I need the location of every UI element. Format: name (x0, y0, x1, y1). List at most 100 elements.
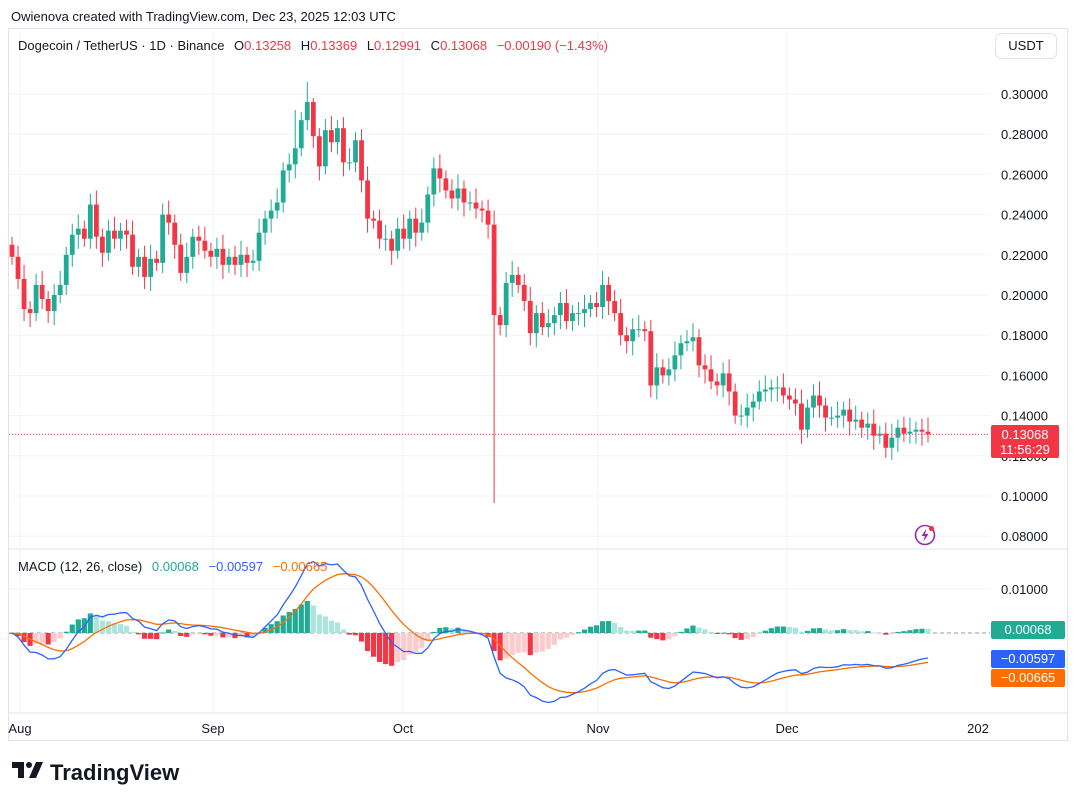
candle-body (600, 284, 605, 308)
time-tick-label: Nov (586, 721, 610, 736)
candle-body (226, 256, 232, 265)
candle-body (389, 238, 395, 251)
candle-body (696, 337, 702, 366)
macd-hist-bar (111, 623, 118, 633)
macd-hist-bar (93, 615, 99, 633)
macd-hist-bar (148, 633, 154, 639)
low-value: 0.12991 (374, 38, 422, 53)
candle-body (148, 258, 154, 277)
macd-hist-bar (75, 619, 81, 633)
price-tick-label: 0.20000 (1001, 288, 1048, 303)
candle-body (823, 405, 828, 418)
macd-hist-bar (377, 633, 383, 662)
bar-countdown: 11:56:29 (1000, 442, 1050, 457)
tradingview-logo: TradingView (12, 760, 179, 786)
macd-hist-bar (907, 630, 913, 633)
candle-body (793, 399, 798, 404)
candle-body (142, 256, 147, 277)
macd-hist-bar (853, 630, 859, 633)
candle-body (720, 373, 726, 386)
candle-body (274, 202, 280, 211)
high-value: 0.13369 (310, 38, 358, 53)
macd-hist-bar (726, 633, 732, 635)
price-tick-label: 0.24000 (1001, 208, 1048, 223)
time-tick-label: 202 (967, 721, 989, 736)
candle-body (515, 274, 521, 285)
candle-body (479, 208, 485, 211)
macd-hist-bar (383, 633, 389, 665)
macd-hist-bar (684, 628, 690, 633)
macd-hist-bar (835, 630, 841, 633)
macd-hist-bar (557, 633, 563, 640)
candle-body (684, 341, 690, 344)
candle-body (497, 315, 503, 326)
time-tick-label: Sep (201, 721, 224, 736)
candle-body (184, 256, 190, 273)
candle-body (256, 232, 262, 261)
macd-hist-bar (467, 630, 473, 633)
macd-hist-bar (340, 629, 347, 633)
candle-body (582, 309, 587, 314)
candle-body (726, 373, 732, 392)
macd-hist-bar (322, 616, 328, 633)
macd-hist-bar (292, 608, 298, 633)
lightning-icon[interactable] (914, 524, 936, 546)
macd-hist-bar (521, 633, 527, 653)
candle-body (118, 230, 123, 239)
macd-hist-bar (172, 630, 178, 633)
time-tick-label: Dec (775, 721, 799, 736)
macd-hist-bar (606, 621, 612, 633)
candle-body (81, 228, 87, 239)
low-label: L (366, 38, 375, 53)
chart-frame (8, 28, 1068, 741)
candle-body (618, 313, 624, 336)
macd-hist-bar (593, 625, 600, 633)
macd-line-tag: −0.00597 (991, 650, 1065, 668)
candle-body (154, 258, 160, 263)
macd-hist-bar (515, 633, 521, 653)
macd-hist-bar (847, 630, 853, 633)
candle-body (75, 228, 81, 235)
macd-hist-bar (503, 633, 509, 659)
candle-body (160, 214, 166, 263)
candle-body (648, 331, 654, 386)
candle-body (304, 102, 310, 121)
macd-hist-bar (624, 630, 630, 633)
macd-hist-bar (654, 633, 660, 640)
macd-indicator-name[interactable]: MACD (12, 26, close) (18, 559, 143, 574)
macd-hist-bar (51, 633, 57, 643)
candle-body (322, 130, 328, 167)
macd-hist-bar (262, 627, 268, 633)
candle-body (443, 178, 449, 191)
candle-body (286, 164, 292, 171)
price-tick-label: 0.08000 (1001, 529, 1048, 544)
candle-body (136, 256, 141, 267)
macd-tick-label: 0.01000 (1001, 582, 1048, 597)
symbol-title[interactable]: Dogecoin / TetherUS · 1D · Binance (18, 38, 225, 53)
candle-body (244, 254, 250, 263)
macd-hist-bar (389, 633, 395, 666)
candle-body (461, 188, 467, 203)
candle-body (509, 274, 515, 283)
macd-line (11, 560, 929, 704)
last-price-tag: 0.13068 11:56:29 (991, 425, 1059, 458)
candle-body (359, 140, 364, 181)
candle-body (112, 230, 117, 239)
candle-body (365, 180, 370, 219)
macd-hist-bar (334, 622, 341, 633)
price-legend: Dogecoin / TetherUS · 1D · Binance O0.13… (18, 38, 608, 53)
candle-body (594, 303, 599, 308)
candle-body (106, 230, 111, 253)
macd-hist-bar (919, 628, 925, 633)
macd-hist-bar (533, 633, 539, 653)
candle-body (208, 250, 214, 257)
macd-hist-bar (672, 633, 678, 637)
candle-body (407, 218, 413, 239)
change-value: −0.00190 (−1.43%) (496, 38, 608, 53)
candle-body (714, 381, 720, 386)
macd-hist-bar (780, 626, 786, 633)
macd-hist-bar (57, 633, 63, 639)
candle-body (69, 234, 75, 255)
currency-button[interactable]: USDT (995, 33, 1057, 59)
